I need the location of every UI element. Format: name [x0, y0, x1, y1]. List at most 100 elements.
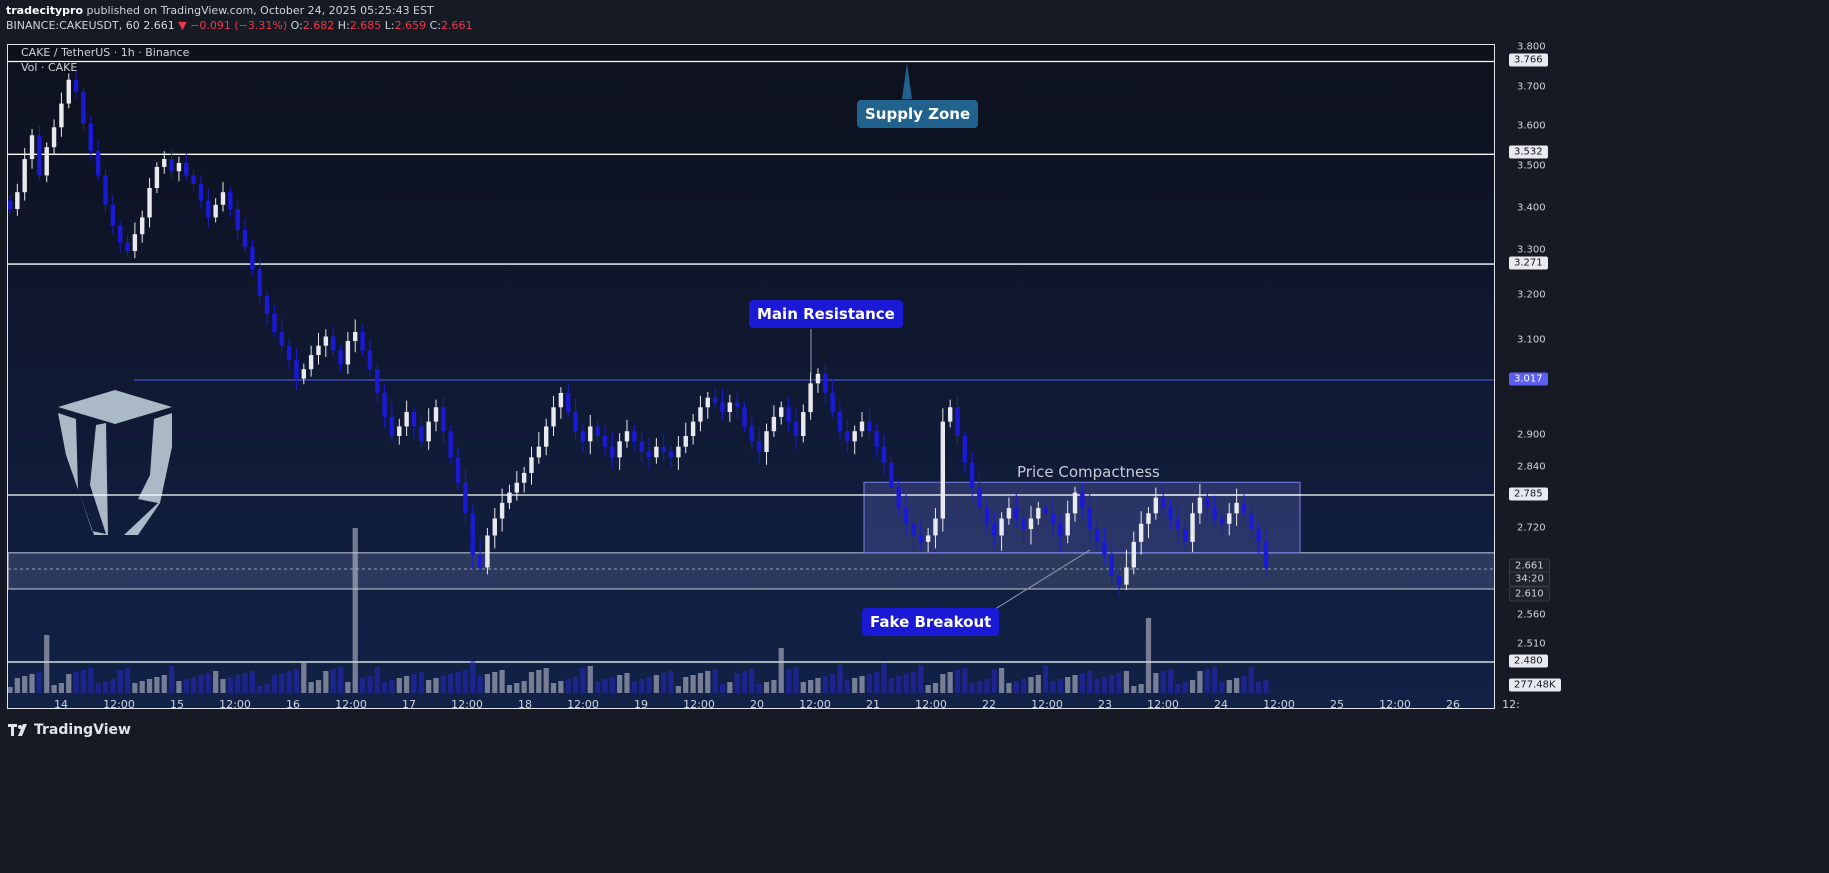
volume-bar [514, 683, 520, 693]
volume-bar [1248, 667, 1254, 693]
candle [551, 407, 556, 427]
candle [639, 441, 644, 452]
candle [441, 407, 446, 432]
volume-bar [587, 666, 593, 693]
volume-bar [903, 674, 909, 693]
volume-bar [440, 676, 446, 693]
candle [815, 373, 821, 384]
candle [507, 492, 512, 503]
publish-line: tradecitypro published on TradingView.co… [6, 4, 434, 17]
price-chart-svg[interactable] [8, 45, 1495, 709]
volume-bar [1079, 673, 1085, 693]
candle [433, 407, 439, 422]
price-tick: 3.400 [1517, 202, 1546, 214]
volume-bar [793, 667, 799, 693]
candle [1249, 513, 1254, 529]
volume-bar [741, 671, 748, 693]
publisher[interactable]: tradecitypro [6, 4, 84, 17]
volume-bar [279, 673, 285, 693]
volume-bar [661, 673, 667, 693]
volume-bar [536, 670, 542, 693]
candle [257, 269, 262, 296]
tradingview-footer[interactable]: TradingView [8, 722, 131, 738]
candle [1094, 529, 1100, 542]
volume-legend: Vol · CAKE [21, 61, 78, 74]
candle [44, 147, 49, 176]
candle [308, 355, 314, 370]
volume-bar [756, 684, 762, 693]
candle [1124, 567, 1129, 585]
volume-bar [1219, 682, 1225, 693]
candle [397, 426, 402, 436]
candle [191, 175, 196, 184]
supply-zone-label[interactable]: Supply Zone [857, 100, 979, 128]
volume-bar [426, 680, 432, 693]
volume-bar [1175, 684, 1181, 693]
chart-plot-area[interactable]: CAKE / TetherUS · 1h · Binance Vol · CAK… [7, 44, 1495, 709]
candle [37, 135, 42, 176]
candle [125, 242, 130, 251]
volume-bar [734, 673, 740, 693]
volume-bar [896, 676, 902, 693]
candle [132, 234, 138, 251]
candle [264, 296, 270, 314]
price-tick: 2.720 [1517, 522, 1546, 534]
last-price: 2.661 [143, 19, 175, 32]
candle [823, 373, 828, 393]
candle [59, 103, 64, 128]
volume-bar [624, 673, 630, 693]
price-compactness-label[interactable]: Price Compactness [1017, 463, 1160, 481]
price-axis[interactable]: 3.800 3.700 3.600 3.500 3.400 3.300 3.200 3.100… [1497, 42, 1829, 709]
candle [1160, 497, 1166, 509]
candle [1175, 518, 1181, 529]
time-tick: 12:00 [1379, 698, 1411, 711]
volume-bar [668, 671, 674, 693]
volume-bar [337, 667, 344, 693]
volume-bar [154, 677, 160, 693]
volume-bar [271, 675, 278, 693]
volume-bar [580, 668, 586, 693]
fake-breakout-label[interactable]: Fake Breakout [862, 608, 1000, 636]
price-tick: 3.700 [1517, 81, 1546, 93]
volume-bar [191, 677, 197, 693]
time-tick: 26 [1446, 698, 1460, 711]
candle [683, 436, 688, 447]
volume-bar [506, 685, 513, 693]
candle [375, 369, 380, 393]
volume-bar [771, 680, 777, 693]
candle [1014, 508, 1019, 519]
candle [734, 402, 740, 408]
price-tick: 3.300 [1517, 244, 1546, 256]
candle [235, 209, 240, 230]
candle [88, 123, 93, 152]
candle [661, 446, 666, 452]
time-tick: 22 [982, 698, 996, 711]
price-tick: 3.500 [1517, 160, 1546, 172]
volume-bar [749, 669, 755, 693]
price-tick: 3.200 [1517, 289, 1546, 301]
candle [345, 341, 351, 365]
volume-bar [66, 674, 72, 693]
time-tick: 23 [1098, 698, 1112, 711]
volume-bar [602, 679, 608, 693]
candle [73, 79, 79, 92]
candle [573, 412, 578, 432]
volume-bar [1145, 618, 1152, 693]
main-resistance-label[interactable]: Main Resistance [749, 300, 903, 328]
volume-bar [962, 668, 968, 693]
volume-bar [550, 683, 557, 693]
volume-bar [940, 674, 946, 693]
candle [117, 225, 123, 243]
tradingview-logo-icon [8, 724, 27, 736]
volume-bar [1123, 671, 1130, 693]
candle [1058, 523, 1063, 536]
candle [220, 192, 226, 205]
volume-bar [359, 678, 366, 693]
candle [955, 407, 960, 436]
candle [1087, 508, 1092, 529]
candle [830, 392, 835, 413]
candle [213, 204, 218, 218]
candle [1241, 502, 1247, 514]
time-tick: 15 [170, 698, 184, 711]
volume-bar [976, 681, 983, 693]
